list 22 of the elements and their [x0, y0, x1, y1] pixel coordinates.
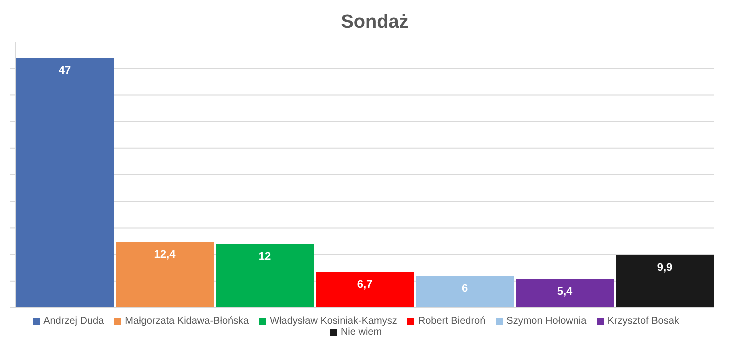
- chart-title: Sondaż: [340, 11, 410, 35]
- legend-label: Władysław Kosiniak-Kamysz: [270, 316, 398, 327]
- bar: [316, 272, 414, 308]
- legend-label: Nie wiem: [340, 327, 382, 338]
- data-label: 12,4: [154, 248, 177, 261]
- bar: [516, 279, 614, 308]
- data-label: 47: [58, 64, 72, 77]
- legend-label: Krzysztof Bosak: [608, 316, 680, 327]
- bar: [16, 58, 114, 308]
- legend-label: Andrzej Duda: [44, 316, 104, 327]
- bar: [216, 244, 314, 308]
- bar: [416, 276, 514, 308]
- data-label: 5,4: [557, 286, 574, 298]
- bar: [616, 255, 714, 308]
- legend-label: Małgorzata Kidawa-Błońska: [125, 316, 250, 327]
- data-label: 6,7: [357, 279, 373, 292]
- data-label: 12: [258, 250, 272, 263]
- data-label: 9,9: [657, 262, 673, 274]
- bar: [116, 242, 214, 308]
- legend-label: Szymon Hołownia: [506, 316, 587, 327]
- legend-label: Robert Biedroń: [418, 316, 486, 327]
- data-label: 6: [462, 282, 468, 295]
